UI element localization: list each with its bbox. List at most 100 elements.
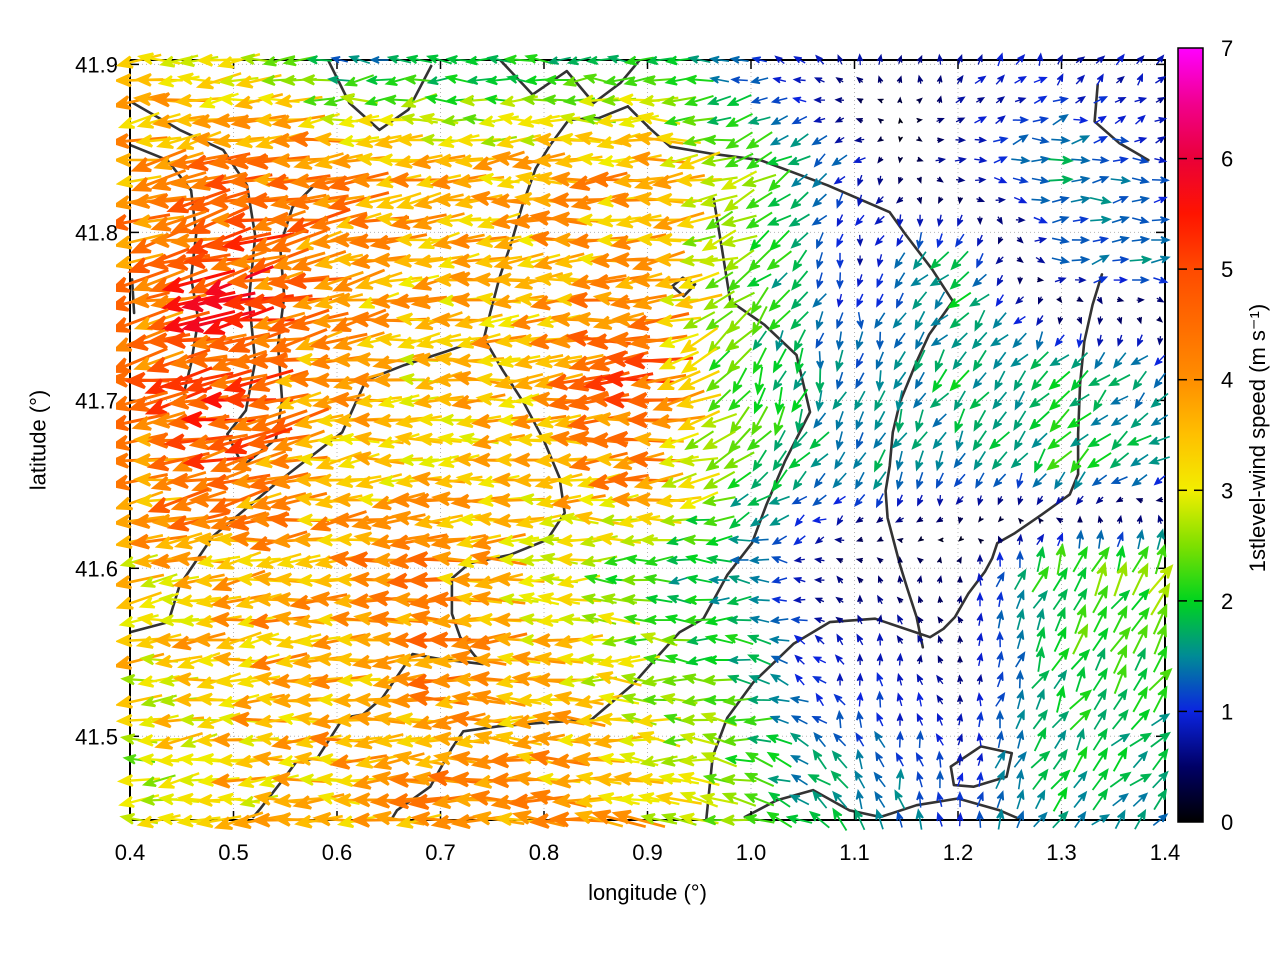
wind-arrow (856, 653, 864, 666)
wind-arrow (1051, 256, 1071, 265)
wind-arrow (1091, 254, 1110, 266)
wind-arrow (215, 631, 262, 650)
wind-arrow (876, 712, 884, 727)
wind-arrow (1036, 52, 1044, 66)
wind-arrow (897, 96, 903, 104)
wind-arrow (916, 712, 924, 726)
wind-arrow (812, 494, 827, 507)
wind-arrow (916, 196, 923, 205)
wind-arrow (974, 156, 988, 164)
wind-arrow (354, 193, 403, 209)
wind-arrow (976, 252, 984, 269)
wind-arrow (996, 609, 1005, 629)
wind-arrow (1035, 331, 1044, 351)
wind-arrow (1051, 136, 1071, 145)
contour-line (949, 745, 1014, 788)
wind-arrow (1154, 156, 1168, 164)
wind-arrow (1111, 215, 1130, 224)
wind-arrow (1010, 353, 1029, 367)
wind-arrow (875, 351, 885, 371)
wind-arrow (1031, 155, 1051, 164)
wind-arrow (768, 495, 790, 505)
wind-arrow (1033, 726, 1047, 752)
wind-arrow (1055, 542, 1066, 575)
wind-arrow (976, 692, 984, 707)
wind-arrow (1071, 175, 1091, 184)
wind-arrow (1096, 296, 1103, 305)
wind-arrow (1094, 115, 1107, 124)
wind-arrow (685, 574, 713, 584)
wind-arrow (855, 372, 865, 390)
wind-arrow (595, 712, 642, 726)
wind-arrow (747, 654, 772, 666)
wind-arrow (743, 772, 775, 788)
wind-arrow (975, 176, 987, 184)
wind-arrow (958, 536, 964, 542)
wind-arrow (914, 310, 926, 331)
wind-arrow (856, 710, 864, 728)
wind-arrow (854, 769, 866, 789)
wind-arrow (701, 495, 736, 507)
wind-arrow (1110, 414, 1129, 427)
x-tick-label: 0.7 (425, 840, 456, 865)
wind-arrow (835, 616, 844, 624)
wind-arrow (935, 516, 944, 523)
wind-arrow (936, 233, 944, 249)
wind-arrow (976, 196, 986, 203)
contour-line (1093, 83, 1150, 162)
wind-arrow (1075, 495, 1084, 506)
wind-arrow (752, 305, 768, 336)
wind-arrow (772, 450, 787, 472)
wind-arrow (916, 97, 923, 104)
wind-arrow (957, 196, 964, 205)
wind-arrow (1035, 256, 1046, 264)
wind-arrow (1156, 316, 1164, 323)
wind-arrow (834, 116, 845, 123)
wind-arrow (813, 412, 827, 429)
wind-arrow (815, 692, 825, 707)
x-tick-label: 0.4 (115, 840, 146, 865)
wind-arrow (652, 389, 705, 412)
wind-arrow (1156, 54, 1165, 65)
wind-arrow (319, 113, 358, 126)
wind-arrow (659, 153, 699, 168)
wind-arrow (515, 514, 562, 529)
wind-arrow (917, 634, 924, 645)
colorbar-tick-label: 1 (1221, 699, 1233, 724)
wind-arrow (133, 350, 184, 371)
wind-arrow (386, 54, 412, 64)
wind-arrow (833, 175, 846, 185)
wind-arrow (813, 96, 826, 104)
wind-arrow (750, 96, 768, 104)
wind-arrow (1076, 316, 1082, 325)
wind-arrow (813, 472, 826, 489)
wind-arrow (812, 656, 827, 664)
wind-arrow (857, 614, 864, 625)
wind-arrow (1054, 277, 1067, 284)
wind-arrow (855, 557, 864, 564)
wind-arrow (956, 733, 963, 746)
wind-arrow (916, 691, 924, 707)
wind-arrow (748, 556, 770, 565)
wind-arrow (954, 408, 966, 434)
wind-arrow (704, 616, 734, 626)
wind-arrow (976, 572, 984, 586)
wind-arrow (617, 793, 660, 806)
wind-arrow (699, 792, 739, 805)
wind-arrow (677, 369, 720, 391)
wind-arrow (632, 432, 684, 447)
wind-arrow (974, 309, 986, 332)
wind-arrow (706, 116, 732, 126)
wind-arrow (1112, 256, 1130, 264)
wind-arrow (1053, 626, 1067, 653)
wind-arrow (1110, 733, 1131, 747)
wind-arrow (1052, 748, 1068, 770)
wind-arrow (1035, 688, 1045, 710)
wind-arrow (1113, 663, 1127, 695)
wind-arrow (503, 54, 534, 65)
wind-arrow (812, 749, 827, 770)
wind-arrow (398, 454, 439, 467)
wind-arrow (161, 269, 236, 294)
colorbar-tick-label: 6 (1221, 147, 1233, 172)
wind-arrow (916, 472, 924, 490)
